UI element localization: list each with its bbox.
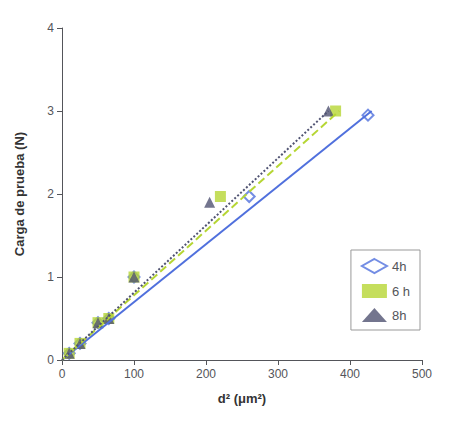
svg-text:4: 4 (47, 21, 54, 35)
svg-text:400: 400 (340, 367, 360, 381)
svg-text:6 h: 6 h (392, 284, 410, 299)
svg-text:1: 1 (47, 270, 54, 284)
svg-text:3: 3 (47, 104, 54, 118)
svg-text:0: 0 (47, 353, 54, 367)
svg-text:d² (μm²): d² (μm²) (218, 391, 266, 406)
svg-text:100: 100 (124, 367, 144, 381)
svg-text:500: 500 (412, 367, 432, 381)
svg-text:2: 2 (47, 187, 54, 201)
svg-text:200: 200 (196, 367, 216, 381)
svg-text:300: 300 (268, 367, 288, 381)
svg-text:4h: 4h (392, 259, 406, 274)
svg-text:Carga de prueba (N): Carga de prueba (N) (12, 132, 27, 256)
svg-text:8h: 8h (392, 308, 406, 323)
svg-text:0: 0 (59, 367, 66, 381)
